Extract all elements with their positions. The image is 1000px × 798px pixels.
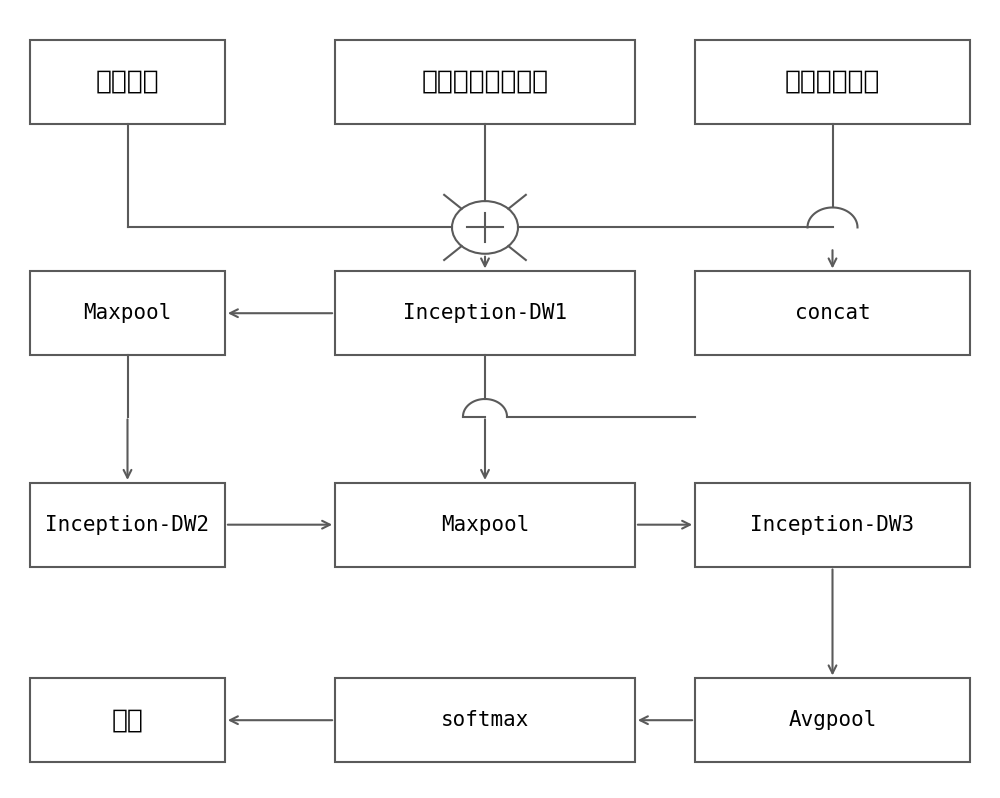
Bar bbox=[335, 271, 635, 355]
Text: 输出: 输出 bbox=[112, 707, 143, 733]
Bar bbox=[30, 271, 225, 355]
Bar bbox=[695, 483, 970, 567]
Bar bbox=[695, 271, 970, 355]
Text: 眼底图像: 眼底图像 bbox=[96, 69, 159, 95]
Bar bbox=[30, 483, 225, 567]
Bar bbox=[335, 40, 635, 124]
Bar bbox=[30, 678, 225, 762]
Text: Avgpool: Avgpool bbox=[788, 710, 877, 730]
Text: 渗出分割图像: 渗出分割图像 bbox=[785, 69, 880, 95]
Text: Inception-DW2: Inception-DW2 bbox=[45, 515, 210, 535]
Text: Inception-DW3: Inception-DW3 bbox=[750, 515, 915, 535]
Text: Maxpool: Maxpool bbox=[441, 515, 529, 535]
Text: Inception-DW1: Inception-DW1 bbox=[403, 303, 567, 323]
Bar bbox=[695, 40, 970, 124]
Bar bbox=[30, 40, 225, 124]
Bar bbox=[335, 483, 635, 567]
Text: concat: concat bbox=[795, 303, 870, 323]
Bar bbox=[335, 678, 635, 762]
Text: 微血管瘀分割图像: 微血管瘀分割图像 bbox=[422, 69, 548, 95]
Text: softmax: softmax bbox=[441, 710, 529, 730]
Text: Maxpool: Maxpool bbox=[83, 303, 172, 323]
Bar bbox=[695, 678, 970, 762]
